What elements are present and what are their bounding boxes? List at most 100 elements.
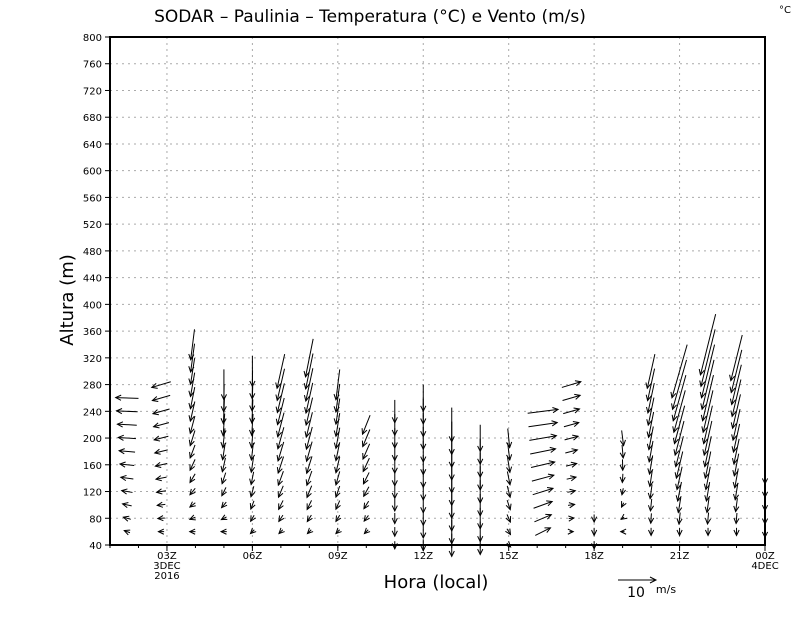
wind-vector <box>188 501 196 508</box>
vector-head <box>334 491 341 499</box>
vector-shaft <box>250 515 255 522</box>
wind-vector <box>188 372 196 398</box>
vector-shaft <box>506 499 511 510</box>
vector-shaft <box>305 353 314 389</box>
vector-head <box>276 467 283 475</box>
vector-head <box>448 461 455 469</box>
wind-vector <box>647 469 654 488</box>
vector-head <box>732 469 739 478</box>
vector-head <box>333 430 340 438</box>
wind-vector <box>250 515 256 523</box>
vector-shaft <box>250 457 254 473</box>
vector-head <box>220 406 227 413</box>
vector-shaft <box>362 457 370 472</box>
vector-head <box>703 472 710 480</box>
wind-vector <box>729 349 743 394</box>
vector-shaft <box>335 413 341 437</box>
vector-head <box>572 434 580 441</box>
vector-head <box>477 497 484 505</box>
x-tick-label: 18Z <box>584 551 604 562</box>
vector-head <box>761 491 769 499</box>
wind-vector <box>333 383 341 414</box>
wind-vector <box>591 541 598 550</box>
corner-unit-label: °C <box>779 5 791 16</box>
wind-vector <box>648 527 655 537</box>
vector-shaft <box>732 409 741 441</box>
wind-vector <box>566 475 578 482</box>
wind-vector <box>532 486 555 496</box>
vector-head <box>391 429 398 437</box>
vector-head <box>646 443 653 451</box>
vector-head <box>122 515 130 522</box>
vector-shaft <box>732 394 741 429</box>
vector-head <box>704 518 712 526</box>
wind-vector <box>505 471 513 486</box>
vector-head <box>672 426 679 434</box>
vector-head <box>567 528 575 535</box>
vector-head <box>188 415 195 423</box>
vector-shaft <box>706 497 710 513</box>
wind-vector <box>535 527 552 536</box>
wind-vector <box>304 382 314 415</box>
vector-head <box>647 505 655 513</box>
vector-head <box>733 505 740 513</box>
vector-head <box>188 402 195 410</box>
vector-head <box>304 431 311 439</box>
vector-shaft <box>154 449 168 454</box>
vector-head <box>248 454 256 462</box>
wind-vector <box>761 499 769 512</box>
vector-shaft <box>530 461 555 469</box>
wind-vector <box>123 529 131 536</box>
wind-vector <box>361 414 371 436</box>
wind-vector <box>729 334 743 382</box>
wind-vector <box>505 528 512 536</box>
vector-head <box>569 488 577 495</box>
wind-vector <box>621 501 627 509</box>
vector-head <box>220 465 227 473</box>
wind-vector <box>647 498 655 513</box>
vector-head <box>729 398 736 406</box>
vector-shaft <box>699 313 717 375</box>
x-tick-label: 2016 <box>154 571 179 582</box>
wind-vector <box>564 434 580 441</box>
vector-shaft <box>277 456 285 474</box>
vector-head <box>188 353 195 361</box>
vector-shaft <box>703 405 713 444</box>
vector-head <box>671 403 677 411</box>
vector-head <box>391 480 398 487</box>
vector-shaft <box>534 514 552 523</box>
vector-head <box>420 507 427 514</box>
wind-vector <box>563 407 581 415</box>
vector-shaft <box>190 358 196 385</box>
vector-head <box>362 453 368 461</box>
vector-head <box>391 417 398 424</box>
vector-head <box>123 529 131 536</box>
vector-head <box>570 475 578 482</box>
vector-shaft <box>306 470 313 486</box>
wind-vector <box>619 430 626 447</box>
vector-head <box>116 421 124 428</box>
vector-shaft <box>647 368 656 401</box>
vector-shaft <box>562 394 581 402</box>
vector-head <box>420 405 427 413</box>
wind-vector <box>220 501 228 509</box>
vector-shaft <box>305 426 313 450</box>
vector-shaft <box>532 487 554 496</box>
wind-vector <box>698 313 717 376</box>
vector-shaft <box>506 514 511 523</box>
vector-shaft <box>119 463 135 467</box>
vector-shaft <box>335 471 341 486</box>
vector-head <box>334 478 341 487</box>
x-tick-label: 06Z <box>243 551 263 562</box>
vector-shaft <box>305 338 314 377</box>
vector-head <box>676 506 683 514</box>
vector-shaft <box>305 397 314 426</box>
wind-vector <box>391 512 398 525</box>
vector-head <box>761 518 769 526</box>
vector-head <box>391 492 398 500</box>
wind-vector <box>335 527 342 535</box>
vector-head <box>303 382 310 391</box>
vector-shaft <box>222 443 226 460</box>
vector-head <box>154 475 162 482</box>
vector-head <box>621 501 627 509</box>
